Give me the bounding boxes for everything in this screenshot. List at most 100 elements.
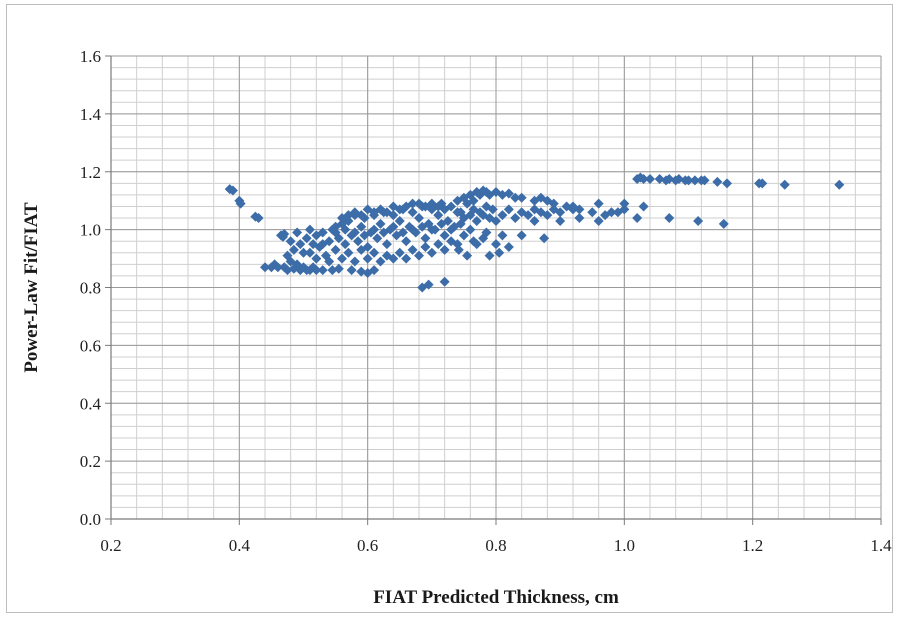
data-point	[587, 207, 598, 218]
data-point	[340, 239, 351, 250]
data-point	[359, 230, 370, 241]
data-point	[301, 233, 312, 244]
data-point	[337, 253, 347, 264]
y-tick-label: 1.4	[80, 105, 102, 124]
data-point	[619, 198, 630, 209]
data-point	[407, 198, 418, 209]
data-point	[401, 253, 412, 264]
data-point	[471, 215, 482, 226]
data-point	[330, 221, 341, 232]
data-point	[834, 179, 845, 190]
data-points	[224, 172, 845, 293]
data-point	[433, 210, 444, 221]
data-point	[446, 224, 457, 235]
data-point	[317, 227, 328, 238]
data-point	[510, 213, 521, 224]
x-tick-label: 0.4	[229, 536, 251, 555]
data-point	[381, 239, 392, 250]
data-point	[645, 173, 655, 184]
data-point	[439, 204, 450, 215]
data-point	[369, 224, 380, 235]
data-point	[388, 221, 399, 232]
data-point	[568, 204, 578, 215]
x-axis-tick-labels: 0.2 0.4 0.6 0.8 1.0 1.2 1.4	[100, 536, 892, 555]
data-point	[423, 279, 434, 290]
data-point	[282, 250, 293, 261]
x-tick-label: 1.0	[614, 536, 635, 555]
data-point	[439, 244, 450, 255]
data-point	[235, 198, 246, 209]
data-point	[356, 210, 367, 221]
y-tick-label: 1.0	[80, 221, 101, 240]
data-point	[372, 233, 383, 244]
data-point	[401, 236, 412, 247]
data-point	[317, 265, 328, 276]
data-point	[638, 173, 649, 184]
data-point	[407, 244, 418, 255]
data-point	[349, 256, 360, 267]
data-point	[277, 231, 288, 242]
data-point	[606, 207, 617, 218]
data-point	[491, 239, 501, 250]
data-point	[362, 253, 373, 264]
data-point	[333, 263, 344, 274]
data-point	[722, 178, 732, 189]
data-point	[487, 204, 498, 215]
data-point	[420, 241, 431, 252]
data-point	[555, 207, 566, 218]
data-point	[497, 210, 508, 221]
data-point	[510, 192, 521, 203]
data-point	[260, 262, 270, 273]
data-point	[285, 236, 296, 247]
data-point	[516, 192, 527, 203]
x-tick-label: 0.6	[357, 536, 378, 555]
data-point	[481, 227, 492, 238]
data-point	[497, 230, 508, 241]
data-point	[529, 215, 540, 226]
data-point	[311, 265, 322, 276]
chart-frame: 0.2 0.4 0.6 0.8 1.0 1.2 1.4 0.0 0.2 0.4 0.6 0.8 1.0…	[6, 4, 893, 613]
data-point	[388, 253, 399, 264]
data-point	[227, 185, 238, 196]
data-point	[574, 213, 585, 224]
data-point	[426, 247, 437, 258]
data-point	[356, 221, 367, 232]
data-point	[253, 213, 264, 224]
scatter-chart: 0.2 0.4 0.6 0.8 1.0 1.2 1.4 0.0 0.2 0.4 0.6 0.8 1.0…	[21, 47, 892, 608]
data-point	[378, 227, 389, 238]
data-point	[407, 207, 418, 218]
data-point	[693, 215, 704, 226]
data-point	[593, 198, 604, 209]
data-point	[298, 247, 309, 258]
data-point	[330, 244, 341, 255]
data-point	[468, 195, 479, 206]
data-point	[407, 224, 418, 235]
data-point	[619, 204, 630, 215]
x-tick-label: 0.2	[100, 536, 121, 555]
data-point	[439, 230, 450, 241]
data-point	[503, 204, 514, 215]
y-tick-label: 0.8	[80, 279, 101, 298]
data-point	[317, 239, 328, 250]
data-point	[320, 250, 331, 261]
data-point	[718, 218, 729, 229]
data-point	[453, 244, 464, 255]
data-point	[593, 215, 604, 226]
data-point	[295, 239, 306, 250]
plot-area	[105, 55, 882, 525]
data-point	[394, 247, 405, 258]
data-point	[757, 178, 768, 189]
data-point	[555, 215, 566, 226]
data-point	[304, 247, 315, 258]
y-tick-label: 1.2	[80, 163, 101, 182]
x-tick-label: 0.8	[485, 536, 506, 555]
data-point	[369, 247, 380, 258]
data-point	[779, 179, 790, 190]
data-point	[484, 250, 495, 261]
data-point	[632, 213, 643, 224]
data-point	[381, 207, 392, 218]
data-point	[712, 176, 723, 187]
y-tick-label: 0.2	[80, 452, 101, 471]
data-point	[494, 247, 505, 258]
data-point	[381, 250, 392, 261]
